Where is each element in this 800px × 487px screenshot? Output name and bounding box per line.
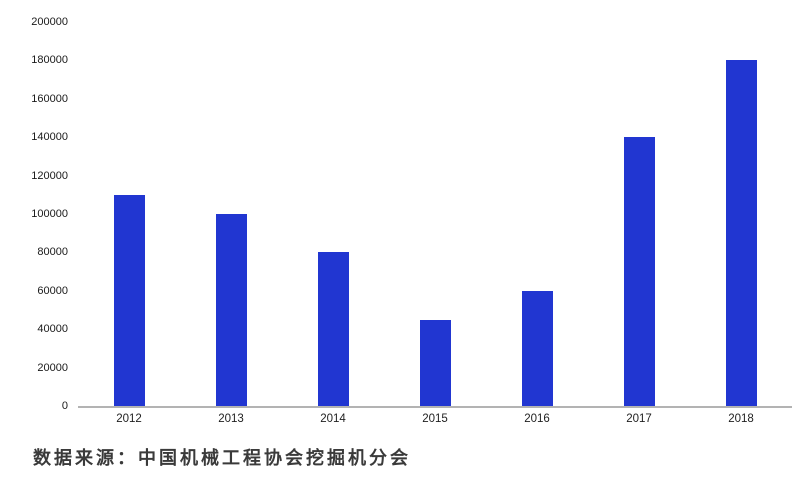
x-tick-label-2013: 2013 (218, 413, 244, 425)
x-tick-label-2018: 2018 (728, 413, 754, 425)
y-tick-label-60000: 60000 (37, 284, 68, 297)
y-tick-label-40000: 40000 (37, 323, 68, 336)
y-axis-labels: 0 20000 40000 60000 80000 100000 120000 140000 1… (8, 16, 68, 412)
x-tick-label-2012: 2012 (116, 413, 142, 425)
bar-2012 (113, 194, 145, 406)
bar-2014 (317, 252, 349, 406)
bar-2015 (419, 319, 451, 406)
y-tick-label-180000: 180000 (31, 54, 68, 67)
x-tick-label-2014: 2014 (320, 413, 346, 425)
x-tick-label-2017: 2017 (626, 413, 652, 425)
y-tick-label-0: 0 (61, 400, 68, 412)
bars (78, 22, 792, 406)
bar-2016 (521, 290, 553, 406)
y-tick-label-20000: 20000 (37, 361, 68, 374)
y-tick-label-160000: 160000 (31, 92, 68, 105)
x-axis-labels: 2012 2013 2014 2015 2016 2017 2018 (78, 413, 792, 425)
plot-area: 0 20000 40000 60000 80000 100000 120000 140000 1… (31, 16, 792, 425)
x-tick-label-2015: 2015 (422, 413, 448, 425)
y-tick-label-80000: 80000 (37, 246, 68, 259)
y-tick-label-140000: 140000 (31, 131, 68, 144)
bar-2017 (623, 137, 655, 406)
y-tick-label-100000: 100000 (31, 208, 68, 220)
x-tick-label-2016: 2016 (524, 413, 550, 425)
bar-2013 (215, 214, 247, 406)
y-tick-label-200000: 200000 (31, 16, 68, 28)
source-note: 数据来源：中国机械工程协会挖掘机分会 (33, 448, 411, 468)
bar-2018 (725, 60, 757, 406)
y-tick-label-120000: 120000 (31, 169, 68, 182)
